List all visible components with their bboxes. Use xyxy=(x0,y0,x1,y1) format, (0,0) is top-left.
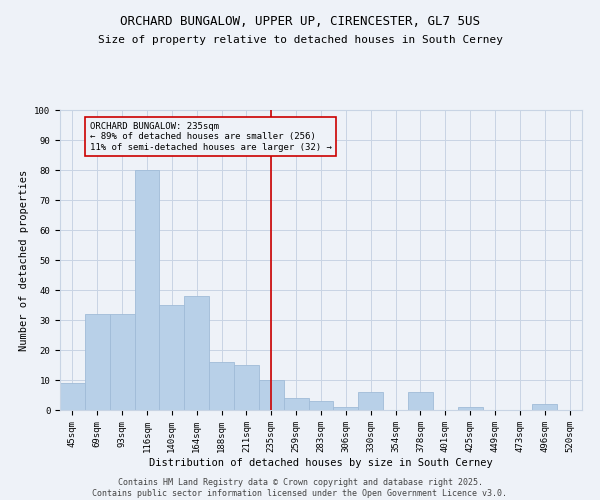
Bar xyxy=(308,401,334,410)
Bar xyxy=(259,380,284,410)
Bar xyxy=(284,398,308,410)
Bar xyxy=(85,314,110,410)
Bar xyxy=(408,392,433,410)
Bar xyxy=(110,314,134,410)
Bar xyxy=(209,362,234,410)
Bar xyxy=(60,383,85,410)
Bar xyxy=(160,305,184,410)
Text: Contains HM Land Registry data © Crown copyright and database right 2025.
Contai: Contains HM Land Registry data © Crown c… xyxy=(92,478,508,498)
Bar xyxy=(234,365,259,410)
Bar xyxy=(532,404,557,410)
Text: Size of property relative to detached houses in South Cerney: Size of property relative to detached ho… xyxy=(97,35,503,45)
Y-axis label: Number of detached properties: Number of detached properties xyxy=(19,170,29,350)
Text: ORCHARD BUNGALOW, UPPER UP, CIRENCESTER, GL7 5US: ORCHARD BUNGALOW, UPPER UP, CIRENCESTER,… xyxy=(120,15,480,28)
Bar xyxy=(134,170,160,410)
Bar xyxy=(184,296,209,410)
Text: ORCHARD BUNGALOW: 235sqm
← 89% of detached houses are smaller (256)
11% of semi-: ORCHARD BUNGALOW: 235sqm ← 89% of detach… xyxy=(90,122,332,152)
X-axis label: Distribution of detached houses by size in South Cerney: Distribution of detached houses by size … xyxy=(149,458,493,468)
Bar xyxy=(358,392,383,410)
Bar xyxy=(334,407,358,410)
Bar xyxy=(458,407,482,410)
